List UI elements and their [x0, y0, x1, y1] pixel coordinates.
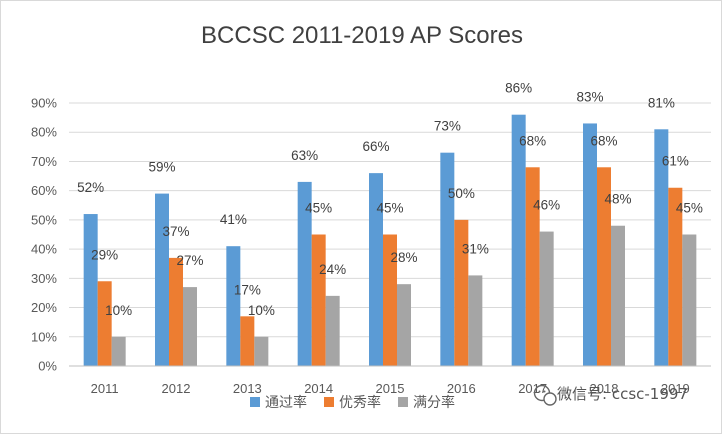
y-tick-label: 10%: [31, 329, 57, 344]
data-label: 63%: [291, 148, 318, 163]
data-label: 68%: [590, 133, 617, 148]
data-label: 10%: [105, 303, 132, 318]
bar-2018-s2: [597, 167, 611, 366]
y-tick-label: 20%: [31, 300, 57, 315]
data-label: 41%: [220, 212, 247, 227]
x-tick-label: 2011: [91, 381, 119, 396]
y-tick-label: 60%: [31, 183, 57, 198]
bar-2016-s3: [468, 275, 483, 366]
legend-label: 通过率: [265, 394, 307, 411]
data-label: 59%: [148, 160, 175, 175]
data-label: 52%: [77, 180, 104, 195]
bars: [83, 114, 697, 366]
data-label: 31%: [462, 241, 489, 256]
data-label: 61%: [662, 154, 689, 169]
data-label: 86%: [505, 81, 532, 96]
data-label: 24%: [319, 262, 346, 277]
bar-2015-s2: [383, 234, 397, 366]
bar-2019-s1: [654, 129, 669, 366]
bar-2016-s1: [440, 152, 455, 366]
y-tick-label: 30%: [31, 271, 57, 286]
data-label: 45%: [376, 201, 403, 216]
bar-2012-s2: [169, 257, 183, 366]
data-label: 81%: [648, 95, 675, 110]
legend-label: 满分率: [413, 394, 455, 411]
bar-2018-s1: [583, 123, 597, 366]
data-labels: 52% 29% 10% 59% 37% 27% 41% 17% 10% 63% 45% 24% 66% 4…: [77, 81, 703, 318]
data-label: 48%: [604, 192, 631, 207]
bar-2015-s3: [397, 284, 411, 366]
bar-2018-s3: [611, 225, 625, 366]
watermark-text: 微信号: ccsc-1997: [557, 385, 688, 403]
bar-2012-s3: [183, 287, 197, 366]
bar-2017-s2: [525, 167, 540, 366]
data-label: 27%: [176, 253, 203, 268]
data-label: 66%: [362, 139, 389, 154]
bar-2017-s3: [539, 231, 554, 366]
bar-2013-s1: [226, 246, 241, 366]
data-label: 46%: [533, 198, 560, 213]
x-tick-label: 2013: [233, 381, 262, 396]
data-label: 29%: [91, 247, 118, 262]
legend-swatch: [250, 397, 260, 407]
bar-2013-s3: [254, 336, 269, 366]
data-label: 50%: [448, 186, 475, 201]
watermark: 微信号: ccsc-1997: [533, 384, 688, 406]
bar-2016-s2: [454, 219, 469, 366]
chart-title: BCCSC 2011-2019 AP Scores: [201, 22, 523, 49]
data-label: 73%: [434, 119, 461, 134]
bar-2014-s3: [325, 295, 340, 366]
data-label: 83%: [576, 89, 603, 104]
x-axis-ticks: 2011 2012 2013 2014 2015 2016 2017 2018 2019: [91, 381, 690, 396]
legend-label: 优秀率: [339, 394, 381, 411]
bar-2015-s1: [369, 173, 383, 366]
x-tick-label: 2017: [518, 381, 547, 396]
y-tick-label: 70%: [31, 154, 57, 169]
bar-2011-s2: [97, 281, 112, 366]
bar-2013-s2: [240, 316, 255, 366]
x-tick-label: 2016: [447, 381, 476, 396]
y-axis-ticks: 0% 10% 20% 30% 40% 50% 60% 70% 80% 90%: [31, 96, 57, 374]
x-tick-label: 2014: [304, 381, 333, 396]
data-label: 10%: [248, 303, 275, 318]
y-tick-label: 80%: [31, 125, 57, 140]
bar-2014-s1: [297, 181, 312, 366]
x-tick-label: 2012: [162, 381, 191, 396]
x-tick-label: 2018: [590, 381, 619, 396]
data-label: 68%: [519, 133, 546, 148]
legend-swatch: [324, 397, 334, 407]
bar-2019-s3: [682, 234, 697, 366]
bar-2019-s2: [668, 187, 683, 366]
x-tick-label: 2019: [661, 381, 690, 396]
x-tick-label: 2015: [376, 381, 405, 396]
data-label: 37%: [162, 224, 189, 239]
data-label: 17%: [234, 282, 261, 297]
y-tick-label: 40%: [31, 242, 57, 257]
legend: 通过率 优秀率 满分率: [250, 394, 455, 411]
data-label: 28%: [390, 250, 417, 265]
wechat-icon: [533, 384, 557, 406]
bar-2011-s1: [83, 214, 98, 366]
data-label: 45%: [676, 201, 703, 216]
bar-2017-s1: [511, 114, 526, 366]
legend-swatch: [398, 397, 408, 407]
data-label: 45%: [305, 201, 332, 216]
y-tick-label: 0%: [38, 359, 57, 374]
y-tick-label: 90%: [31, 96, 57, 111]
bar-2012-s1: [155, 193, 169, 366]
bar-2011-s3: [111, 336, 126, 366]
y-tick-label: 50%: [31, 212, 57, 227]
bar-2014-s2: [311, 234, 326, 366]
